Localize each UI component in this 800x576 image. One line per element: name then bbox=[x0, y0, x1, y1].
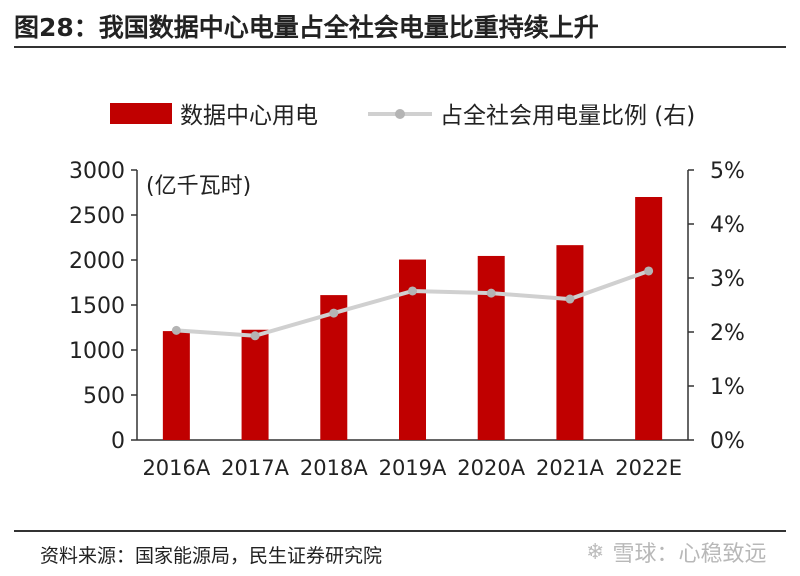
bar-2020A bbox=[477, 255, 505, 440]
y-left-tick-label: 1500 bbox=[69, 294, 125, 319]
bar-2016A bbox=[162, 331, 190, 440]
page-title: 图28：我国数据中心电量占全社会电量比重持续上升 bbox=[14, 13, 599, 42]
legend-item-bars: 数据中心用电 bbox=[110, 96, 318, 130]
y-right-tick-label: 4% bbox=[710, 213, 745, 238]
y-right-tick-label: 5% bbox=[710, 159, 745, 184]
ratio-point-2020A bbox=[486, 288, 496, 298]
chart-legend: 数据中心用电 占全社会用电量比例 (右) bbox=[0, 96, 800, 129]
ratio-point-2017A bbox=[250, 331, 260, 341]
y-right-tick-label: 2% bbox=[710, 321, 745, 346]
title-divider bbox=[14, 46, 786, 48]
legend-label-bars: 数据中心用电 bbox=[180, 103, 318, 129]
y-right-tick-label: 1% bbox=[710, 375, 745, 400]
x-tick-label: 2017A bbox=[221, 456, 289, 480]
ratio-point-2016A bbox=[171, 325, 181, 335]
x-tick-label: 2022E bbox=[615, 456, 682, 480]
footer-divider bbox=[14, 530, 786, 532]
legend-bar-swatch bbox=[110, 102, 172, 124]
legend-label-line: 占全社会用电量比例 (右) bbox=[440, 103, 696, 129]
y-left-tick-label: 2000 bbox=[69, 249, 125, 274]
y-left-tick-label: 0 bbox=[111, 429, 125, 454]
ratio-point-2019A bbox=[408, 286, 417, 296]
bar-2018A bbox=[320, 295, 348, 440]
ratio-point-2021A bbox=[565, 294, 575, 304]
ratio-point-2018A bbox=[329, 308, 339, 318]
bar-2022E bbox=[635, 197, 663, 440]
y-left-tick-label: 3000 bbox=[69, 159, 125, 184]
legend-line-swatch bbox=[368, 102, 432, 124]
x-tick-label: 2016A bbox=[142, 456, 210, 480]
x-tick-label: 2020A bbox=[457, 456, 525, 480]
source-note: 资料来源：国家能源局，民生证券研究院 bbox=[40, 545, 383, 567]
x-tick-label: 2021A bbox=[536, 456, 604, 480]
x-tick-label: 2018A bbox=[300, 456, 368, 480]
y-left-tick-label: 2500 bbox=[69, 204, 125, 229]
bar-2021A bbox=[556, 245, 584, 440]
y-right-tick-label: 0% bbox=[710, 429, 745, 454]
watermark-text: 雪球：心稳致远 bbox=[612, 542, 767, 567]
x-tick-label: 2019A bbox=[379, 456, 447, 480]
y-left-tick-label: 1000 bbox=[69, 339, 125, 364]
watermark: ❄ 雪球：心稳致远 bbox=[586, 536, 766, 568]
unit-label: (亿千瓦时) bbox=[146, 174, 252, 199]
bar-2017A bbox=[241, 329, 269, 440]
legend-item-line: 占全社会用电量比例 (右) bbox=[368, 96, 695, 130]
y-right-tick-label: 3% bbox=[710, 267, 745, 292]
y-left-tick-label: 500 bbox=[83, 384, 125, 409]
snowball-icon: ❄ bbox=[586, 539, 605, 565]
ratio-point-2022E bbox=[644, 266, 654, 276]
